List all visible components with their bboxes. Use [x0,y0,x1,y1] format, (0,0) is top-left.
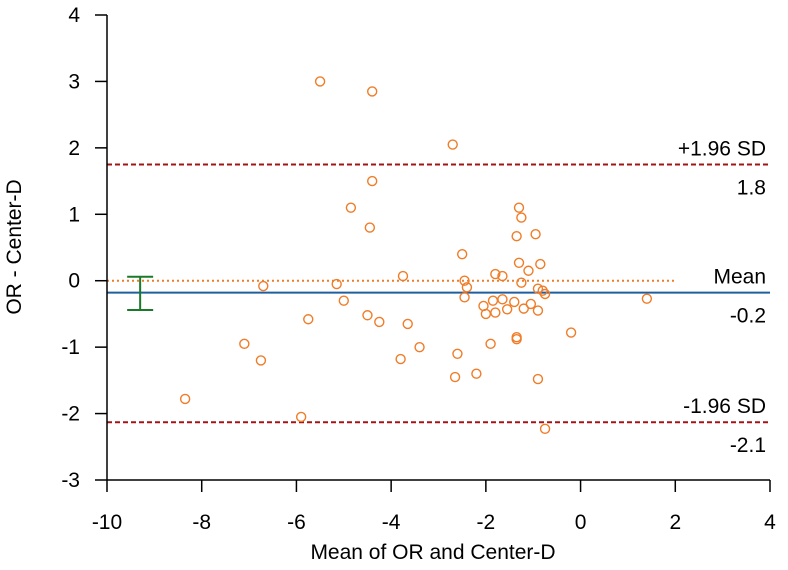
y-tick-label: 2 [68,137,80,160]
y-tick-label: -2 [61,403,80,426]
data-point [331,278,342,290]
data-point [480,308,492,320]
data-point [501,304,513,315]
data-point [516,212,527,223]
data-points [179,76,653,435]
data-point [565,327,577,338]
y-tick-label: -1 [61,336,80,359]
data-point [402,318,413,330]
x-tick-label: -8 [192,511,211,534]
data-point [490,268,501,280]
x-tick-label: -4 [382,511,401,534]
data-point [362,310,373,321]
data-point [511,333,522,345]
data-point [497,294,508,305]
x-tick-label: -10 [92,511,122,534]
upper-limit-value-label: 1.8 [737,176,766,199]
data-point [532,373,544,385]
y-tick-label: 4 [68,4,80,27]
data-point [179,393,191,405]
data-point [461,282,473,293]
data-point [456,248,468,260]
data-point [516,277,527,288]
data-point [397,270,409,282]
data-point [487,295,499,306]
data-point [523,265,534,276]
x-tick-label: 0 [575,511,587,534]
data-point [490,307,501,318]
data-point [485,338,496,350]
data-point [367,175,378,187]
x-tick-label: -2 [477,511,496,534]
data-point [314,76,326,87]
data-point [258,280,269,292]
data-point [539,423,551,435]
x-tick-label: 2 [669,511,681,534]
data-point [535,258,546,270]
data-point [459,292,470,303]
data-point [255,355,267,366]
data-point [513,257,525,268]
data-point [497,270,508,282]
lower-limit-label: -1.96 SD [683,395,766,418]
data-point [532,283,544,294]
y-tick-label: 0 [68,270,80,293]
x-axis-title: Mean of OR and Center-D [310,541,555,564]
y-tick-label: -3 [61,469,80,492]
data-point [367,86,378,97]
lower-limit-value-label: -2.1 [730,434,766,457]
data-point [452,348,463,359]
data-point [459,275,470,286]
data-point [395,353,406,365]
x-tick-label: -6 [287,511,306,534]
x-tick-label: 4 [764,511,776,534]
data-point [374,316,385,328]
data-point [447,139,458,150]
reference-lines [107,163,770,424]
mean-value-label: -0.2 [730,305,766,328]
y-tick-label: 1 [68,203,80,226]
y-axis-title: OR - Center-D [3,179,26,314]
data-point [530,229,541,240]
data-point [641,293,653,304]
data-point [364,222,376,233]
data-point [513,202,525,213]
data-point [414,341,425,353]
data-point [539,288,551,300]
data-point [537,285,548,296]
data-point [525,298,537,310]
reference-labels: +1.96 SD 1.8 Mean -0.2 -1.96 SD -2.1 [678,137,766,457]
data-point [509,296,520,308]
data-point [518,303,529,314]
data-point [471,368,482,379]
upper-limit-label: +1.96 SD [678,137,766,160]
y-tick-label: 3 [68,70,80,93]
data-point [295,411,307,423]
mean-label: Mean [713,266,766,289]
data-point [449,371,461,383]
data-point [532,305,544,316]
data-point [345,202,357,213]
data-point [511,231,522,242]
data-point [303,314,314,325]
data-point [338,295,349,306]
data-point [239,338,250,350]
